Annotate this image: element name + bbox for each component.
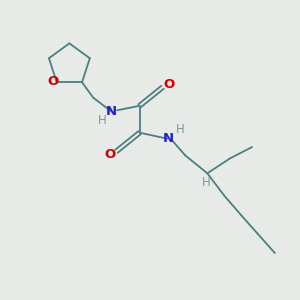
Text: N: N (162, 132, 173, 145)
Text: H: H (176, 123, 184, 136)
Text: H: H (202, 176, 210, 189)
Text: O: O (47, 75, 59, 88)
Text: O: O (104, 148, 116, 161)
Text: H: H (98, 114, 106, 127)
Text: O: O (164, 78, 175, 91)
Text: N: N (106, 105, 117, 118)
